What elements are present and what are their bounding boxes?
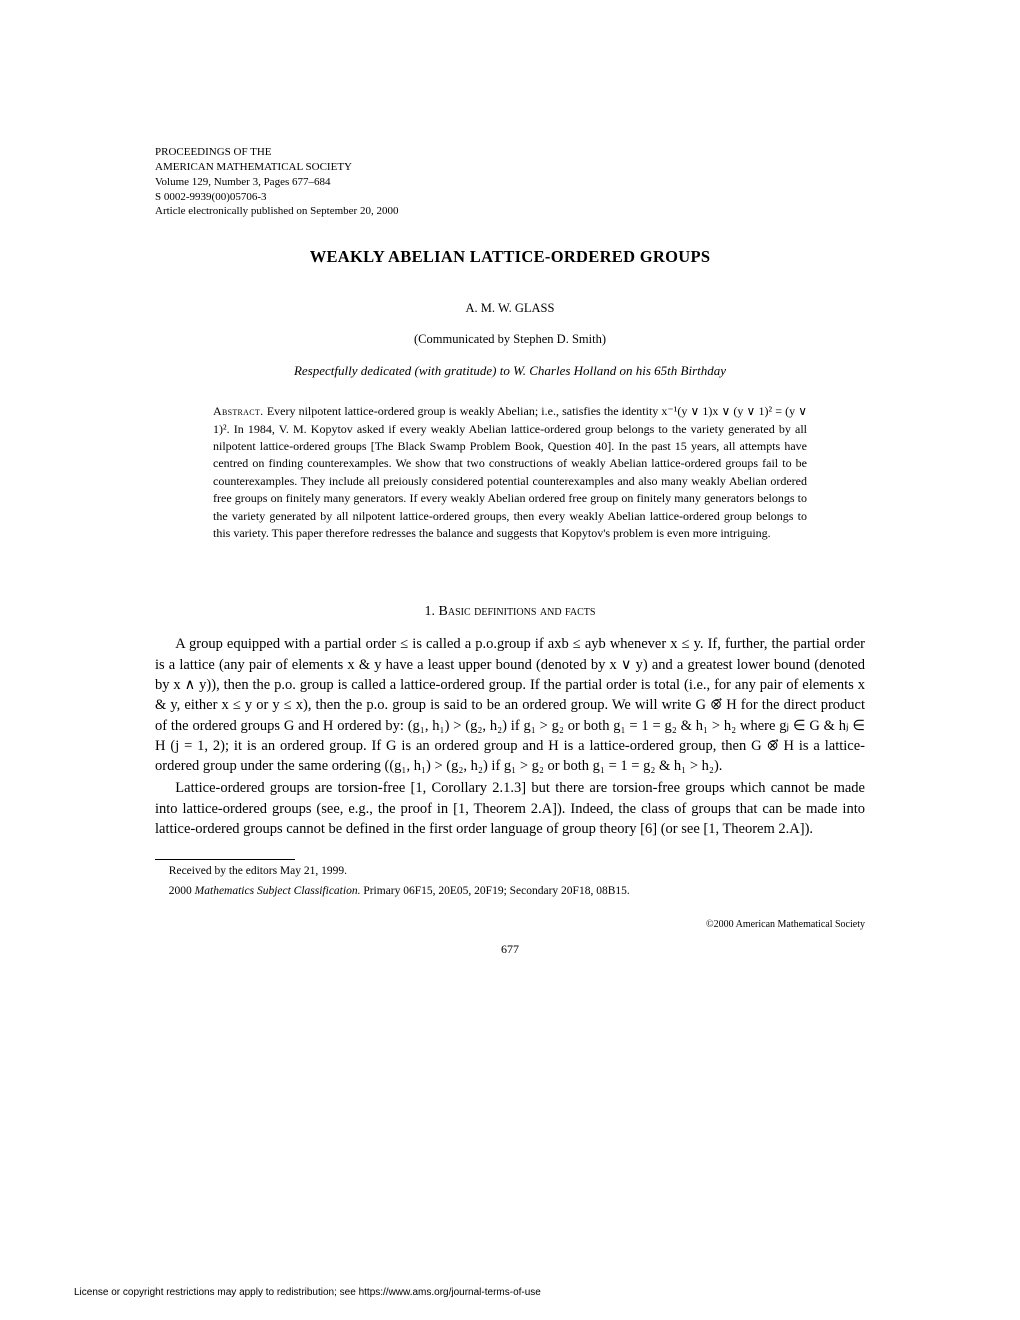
abstract: Abstract. Every nilpotent lattice-ordere… bbox=[213, 403, 807, 542]
page-container: PROCEEDINGS OF THE AMERICAN MATHEMATICAL… bbox=[0, 0, 1020, 1017]
license-line: License or copyright restrictions may ap… bbox=[74, 1287, 541, 1298]
communicated-by: (Communicated by Stephen D. Smith) bbox=[155, 332, 865, 347]
body-text: A group equipped with a partial order ≤ … bbox=[155, 634, 865, 839]
dedication: Respectfully dedicated (with gratitude) … bbox=[155, 363, 865, 379]
header-line-4: S 0002-9939(00)05706-3 bbox=[155, 190, 865, 205]
author-name: A. M. W. GLASS bbox=[155, 301, 865, 316]
abstract-body: Every nilpotent lattice-ordered group is… bbox=[213, 404, 807, 540]
paragraph-1: A group equipped with a partial order ≤ … bbox=[155, 634, 865, 776]
abstract-label: Abstract. bbox=[213, 404, 267, 418]
paragraph-2: Lattice-ordered groups are torsion-free … bbox=[155, 778, 865, 839]
page-number: 677 bbox=[155, 942, 865, 957]
copyright-line: ©2000 American Mathematical Society bbox=[155, 919, 865, 930]
footnote-rule bbox=[155, 859, 295, 860]
footnote-msc-codes: Primary 06F15, 20E05, 20F19; Secondary 2… bbox=[360, 885, 629, 897]
header-line-1: PROCEEDINGS OF THE bbox=[155, 145, 865, 160]
section-1-heading: 1. Basic definitions and facts bbox=[155, 604, 865, 620]
header-line-3: Volume 129, Number 3, Pages 677–684 bbox=[155, 175, 865, 190]
footnote-msc-label: Mathematics Subject Classification. bbox=[195, 885, 361, 897]
footnote-received: Received by the editors May 21, 1999. bbox=[155, 864, 865, 880]
header-line-2: AMERICAN MATHEMATICAL SOCIETY bbox=[155, 160, 865, 175]
header-line-5: Article electronically published on Sept… bbox=[155, 204, 865, 219]
footnote-msc: 2000 Mathematics Subject Classification.… bbox=[155, 884, 865, 900]
journal-header: PROCEEDINGS OF THE AMERICAN MATHEMATICAL… bbox=[155, 145, 865, 219]
footnote-msc-year: 2000 bbox=[169, 885, 195, 897]
paper-title: WEAKLY ABELIAN LATTICE-ORDERED GROUPS bbox=[155, 247, 865, 267]
